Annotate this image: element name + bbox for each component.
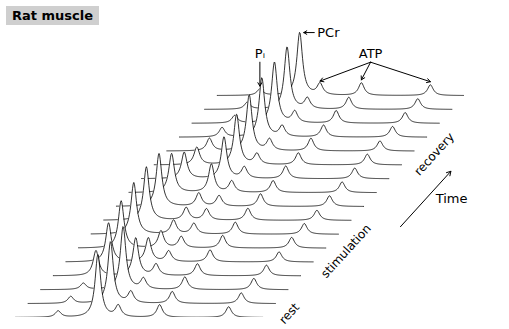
svg-text:PCr: PCr <box>317 25 340 40</box>
html-text:Rat muscle: Rat muscle <box>12 8 93 23</box>
svg-text:Time: Time <box>435 191 468 206</box>
svg-text:ATP: ATP <box>359 46 383 61</box>
svg-text:recovery: recovery <box>411 130 457 178</box>
svg-text:stimulation: stimulation <box>318 222 374 281</box>
svg-text:rest: rest <box>276 300 302 327</box>
svg-text:Pᵢ: Pᵢ <box>255 46 265 61</box>
